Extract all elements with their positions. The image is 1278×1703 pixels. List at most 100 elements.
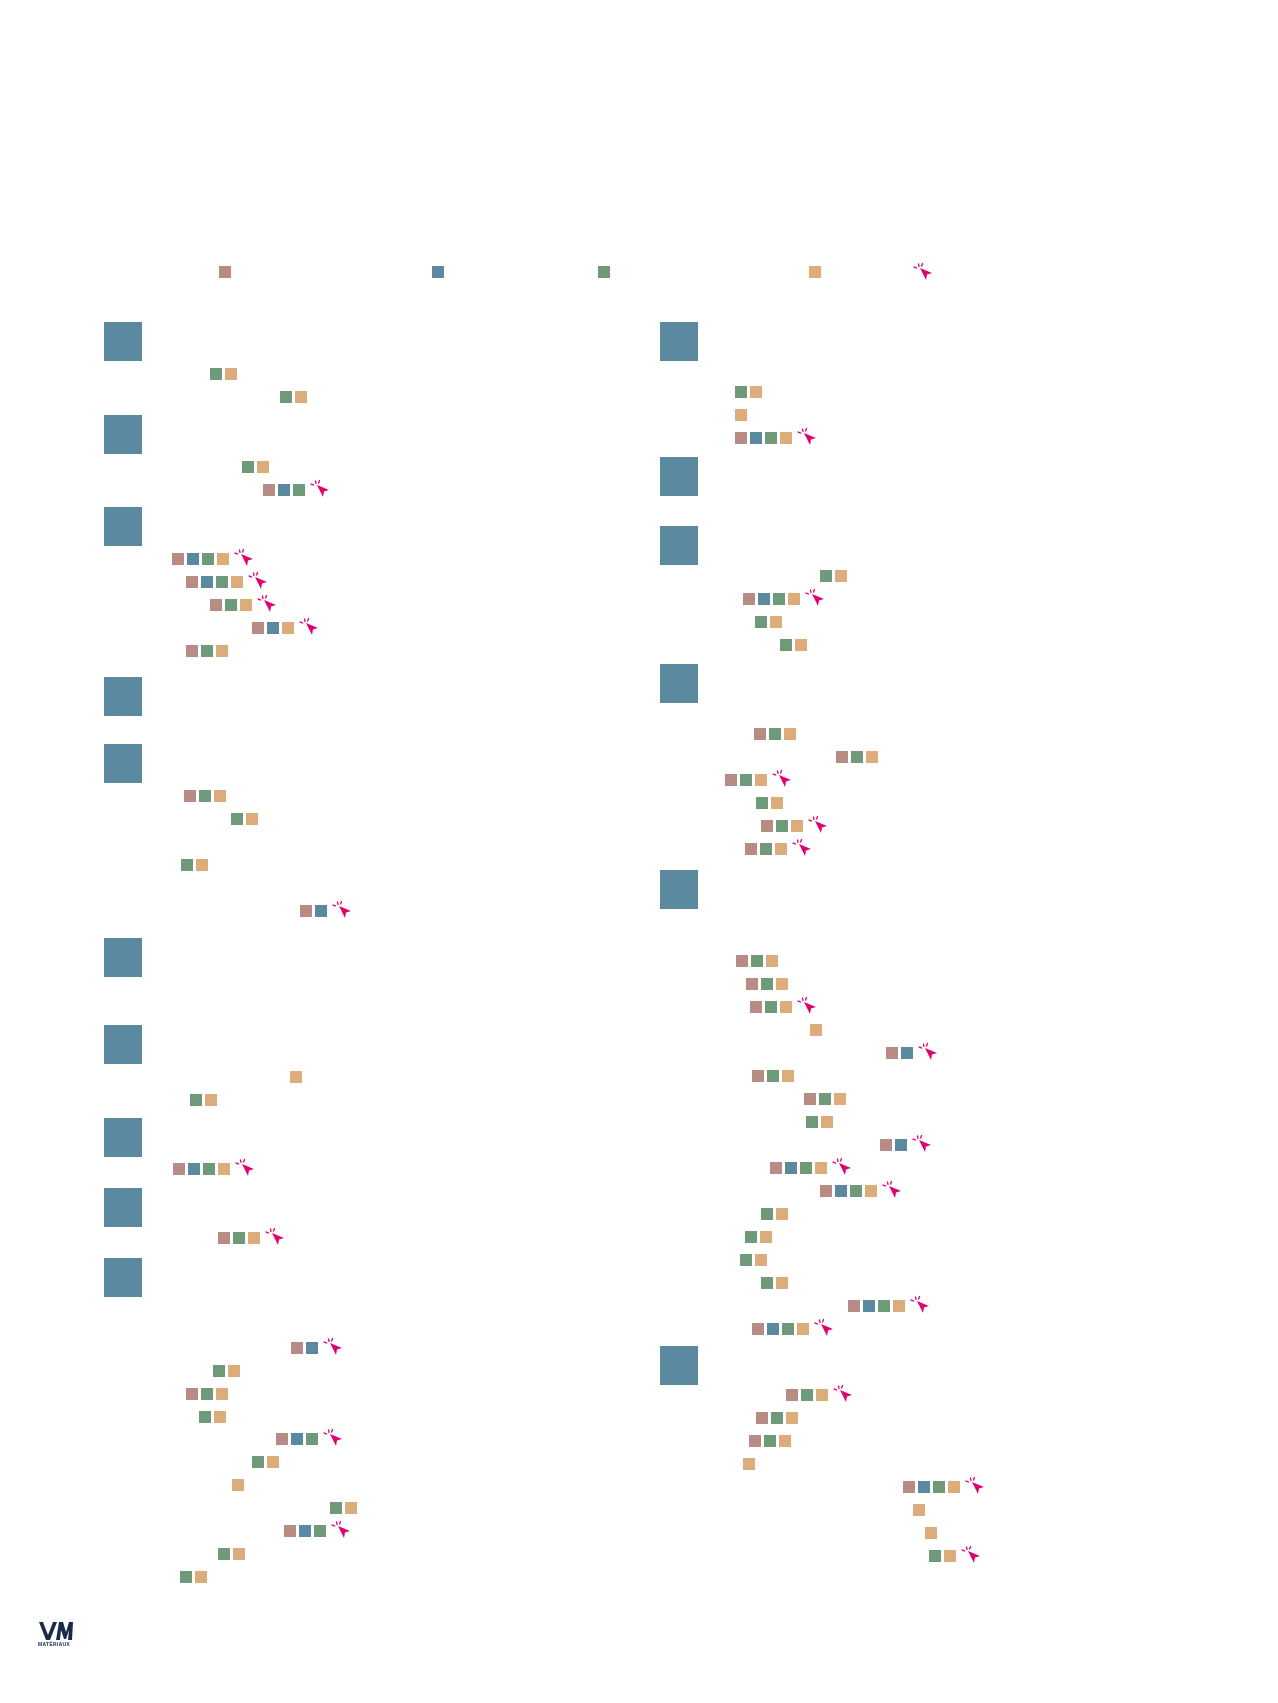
section-header-block [104,1188,142,1227]
blue-square [835,1185,847,1197]
green-square [773,593,785,605]
click-cursor-icon [248,571,267,589]
green-square [776,820,788,832]
section-header-block [104,744,142,783]
sand-square [755,1254,767,1266]
vm-materiaux-logo: MATÉRIAUX [38,1620,80,1650]
green-square [819,1093,831,1105]
rose-square [173,1163,185,1175]
logo-wordmark: MATÉRIAUX [38,1642,71,1648]
green-square [878,1300,890,1312]
sand-square [231,576,243,588]
click-cursor-icon [882,1180,901,1198]
rose-square [263,484,275,496]
click-cursor-marker [791,838,813,858]
click-cursor-icon [965,1476,984,1494]
click-cursor-marker [832,1384,854,1404]
click-cursor-icon [235,1158,254,1176]
sand-square [810,1024,822,1036]
green-square [314,1525,326,1537]
sand-square [944,1550,956,1562]
sand-square [770,616,782,628]
section-header-block [104,677,142,716]
sand-square [750,386,762,398]
green-square [181,859,193,871]
rose-square [186,1388,198,1400]
sand-square [766,955,778,967]
click-cursor-icon [265,1227,284,1245]
section-header-block [104,938,142,977]
sand-square [816,1389,828,1401]
green-square [745,1231,757,1243]
sand-square [893,1300,905,1312]
blue-square [306,1342,318,1354]
green-square [780,639,792,651]
rose-square [184,790,196,802]
blue-square [188,1163,200,1175]
blue-square [278,484,290,496]
rose-square [761,820,773,832]
rose-square [218,1232,230,1244]
sand-square [218,1163,230,1175]
green-square [199,790,211,802]
click-cursor-marker [964,1476,986,1496]
green-square [293,484,305,496]
blue-square [863,1300,875,1312]
rose-square [736,955,748,967]
sand-square [779,1435,791,1447]
green-square [767,1070,779,1082]
sand-square [290,1071,302,1083]
click-cursor-icon [234,548,253,566]
sand-square [791,820,803,832]
click-cursor-marker [831,1157,853,1177]
click-cursor-marker [247,571,269,591]
green-square [929,1550,941,1562]
blue-square [267,622,279,634]
rose-square [752,1323,764,1335]
sand-square [196,859,208,871]
section-header-block [660,1346,698,1385]
sand-square [776,978,788,990]
green-square [933,1481,945,1493]
click-cursor-icon [912,1134,931,1152]
sand-square [760,1231,772,1243]
sand-square [214,790,226,802]
click-cursor-marker [960,1545,982,1565]
green-square [201,1388,213,1400]
green-square [252,1456,264,1468]
click-cursor-marker [264,1227,286,1247]
green-square [765,1001,777,1013]
click-cursor-marker [309,479,331,499]
rose-square [210,599,222,611]
green-square [740,774,752,786]
section-header-block [660,322,698,361]
click-cursor-marker [298,617,320,637]
section-header-block [660,870,698,909]
sand-square [755,774,767,786]
click-cursor-marker [881,1180,903,1200]
green-square [761,978,773,990]
sand-square [913,1504,925,1516]
green-square [201,645,213,657]
green-square [233,1232,245,1244]
blue-square [758,593,770,605]
section-header-block [660,457,698,496]
rose-square [186,645,198,657]
legend-sand-square [809,266,821,278]
green-square [820,570,832,582]
section-header-block [660,664,698,703]
sand-square [248,1232,260,1244]
sand-square [295,391,307,403]
legend-green-square [598,266,610,278]
green-square [755,616,767,628]
green-square [210,368,222,380]
section-header-block [660,526,698,565]
click-cursor-marker [233,548,255,568]
green-square [203,1163,215,1175]
sand-square [948,1481,960,1493]
rose-square [745,843,757,855]
sand-square [216,1388,228,1400]
click-cursor-marker [796,996,818,1016]
sand-square [925,1527,937,1539]
sand-square [815,1162,827,1174]
